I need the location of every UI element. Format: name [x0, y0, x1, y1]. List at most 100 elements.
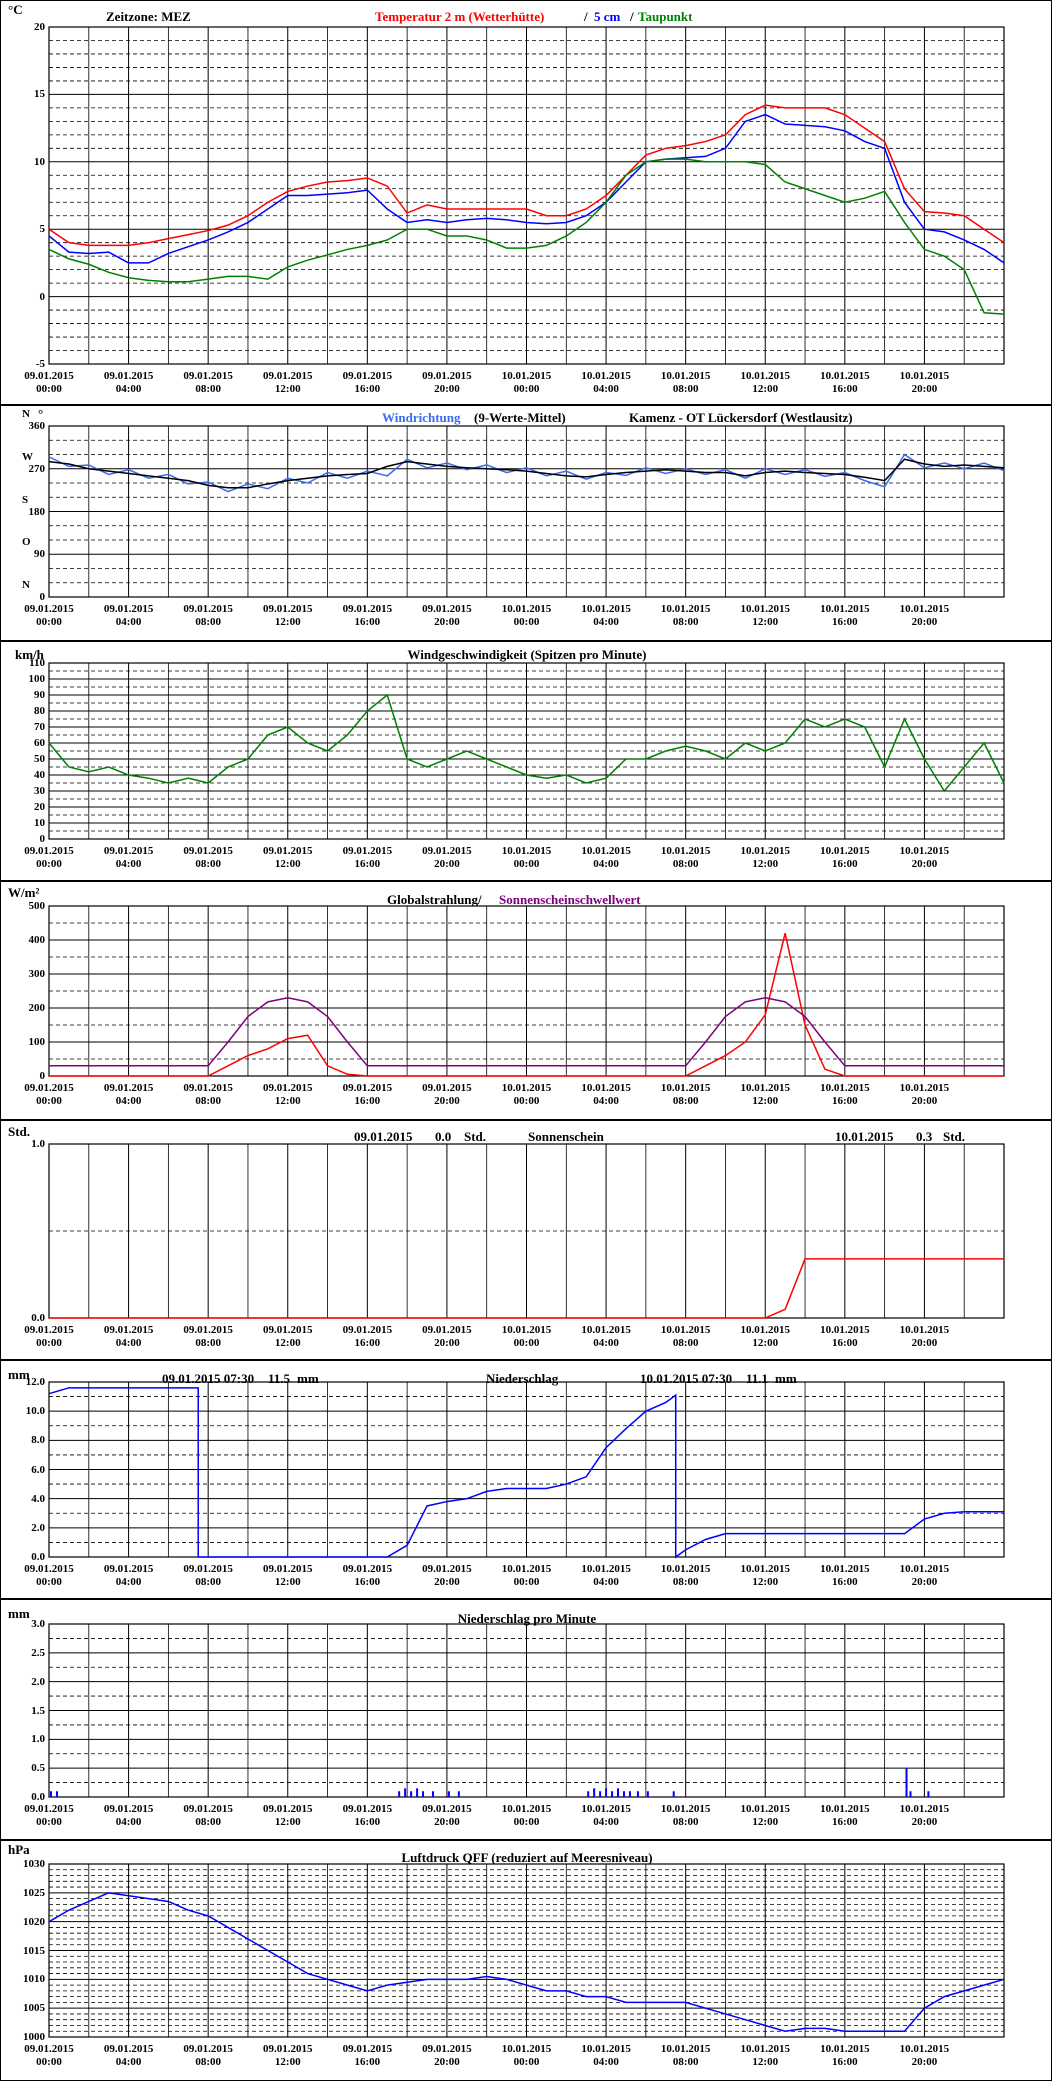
- annotations: Std.: [464, 1129, 487, 1144]
- bar: [404, 1788, 407, 1797]
- y-tick-label: -5: [35, 358, 45, 370]
- series: Sonnenscheinschwellwert: [499, 892, 641, 907]
- y-tick-label: 90: [34, 689, 45, 701]
- x-tick-label: 10.01.2015 00:00: [501, 1563, 552, 1588]
- bar: [398, 1791, 401, 1797]
- x-tick-label: 10.01.2015 16:00: [820, 1324, 870, 1349]
- bar: [410, 1791, 413, 1797]
- x-tick-label: 10.01.2015 04:00: [581, 1324, 631, 1349]
- bar: [416, 1788, 419, 1797]
- x-tick-label: 09.01.2015 08:00: [183, 1803, 233, 1828]
- y-tick-label: 80: [34, 705, 45, 717]
- x-tick-label: 09.01.2015 12:00: [263, 1082, 313, 1107]
- plot-frame: [48, 425, 1005, 598]
- y-tick-label: 12.0: [25, 1376, 45, 1388]
- title: Windgeschwindigkeit (Spitzen pro Minute): [407, 647, 647, 662]
- series: Taupunkt: [638, 9, 693, 24]
- x-tick-label: 09.01.2015 04:00: [103, 2043, 154, 2068]
- annotations: 0.3: [916, 1129, 933, 1144]
- x-tick-label: 10.01.2015 00:00: [501, 845, 552, 870]
- x-tick-label: 09.01.2015 04:00: [103, 1324, 154, 1349]
- y-tick-label: 0: [39, 1070, 46, 1082]
- bar: [447, 1791, 450, 1797]
- bar: [905, 1768, 908, 1797]
- plot-frame: [48, 1623, 1005, 1798]
- x-tick-label: 10.01.2015 00:00: [501, 370, 552, 395]
- x-tick-label: 09.01.2015 16:00: [342, 603, 393, 628]
- x-tick-label: 09.01.2015 12:00: [263, 1803, 313, 1828]
- x-tick-label: 10.01.2015 20:00: [899, 1324, 950, 1349]
- bar: [646, 1791, 649, 1797]
- bar: [927, 1791, 930, 1797]
- bar: [672, 1791, 675, 1797]
- data-line: [49, 933, 1004, 1077]
- y-tick-label: 1010: [23, 1973, 45, 1986]
- data-line: [49, 997, 1004, 1067]
- data-line: [48, 113, 1005, 264]
- x-tick-label: 10.01.2015 20:00: [899, 845, 950, 870]
- bar: [909, 1791, 912, 1797]
- y-tick-label: 2.0: [31, 1675, 45, 1688]
- x-tick-label: 10.01.2015 08:00: [660, 1803, 711, 1828]
- x-tick-label: 10.01.2015 08:00: [660, 1324, 711, 1349]
- legend-separator: /: [584, 9, 588, 24]
- y-tick-label: 100: [28, 673, 46, 685]
- data-line: [48, 1892, 1005, 2032]
- x-tick-label: 09.01.2015 20:00: [422, 845, 472, 870]
- x-tick-label: 10.01.2015 16:00: [820, 603, 870, 628]
- x-tick-label: 09.01.2015 04:00: [103, 603, 154, 628]
- x-tick-label: 09.01.2015 04:00: [103, 1563, 154, 1588]
- x-tick-label: 09.01.2015 08:00: [183, 1324, 233, 1349]
- unit: km/h: [15, 647, 44, 662]
- x-tick-label: 09.01.2015 08:00: [183, 845, 233, 870]
- annotations: 09.01.2015: [354, 1129, 413, 1144]
- y-tick-label: 5: [39, 223, 46, 236]
- compass-label: O: [22, 536, 31, 549]
- y-tick-label: 1000: [23, 2031, 45, 2043]
- x-tick-label: 10.01.2015 04:00: [581, 2043, 631, 2068]
- y-tick-label: 20: [34, 801, 45, 813]
- annotations: 0.0: [435, 1129, 452, 1144]
- x-tick-label: 09.01.2015 00:00: [24, 1082, 74, 1107]
- x-tick-label: 10.01.2015 16:00: [820, 1082, 870, 1107]
- bar: [55, 1791, 58, 1797]
- x-tick-label: 09.01.2015 08:00: [183, 1082, 233, 1107]
- annotations: mm: [775, 1371, 797, 1386]
- compass-label: N: [22, 579, 30, 591]
- x-tick-label: 09.01.2015 16:00: [342, 370, 393, 395]
- y-tick-label: 2.5: [31, 1646, 45, 1659]
- y-tick-label: 0: [39, 290, 46, 303]
- unit: W/m²: [8, 885, 40, 900]
- compass-label: N: [22, 408, 30, 420]
- x-tick-label: 10.01.2015 04:00: [581, 370, 631, 395]
- annotations: 10.01.2015: [835, 1129, 894, 1144]
- y-tick-label: 500: [28, 900, 46, 912]
- series: Temperatur 2 m (Wetterhütte): [375, 9, 545, 24]
- y-tick-label: 50: [34, 753, 45, 765]
- data-line: [49, 1258, 1004, 1319]
- y-tick-label: 0.0: [31, 1312, 45, 1324]
- x-tick-label: 10.01.2015 12:00: [740, 370, 791, 395]
- x-tick-label: 09.01.2015 00:00: [24, 1563, 74, 1588]
- y-tick-label: 3.0: [31, 1618, 45, 1630]
- y-tick-label: 10: [34, 817, 45, 829]
- x-tick-label: 10.01.2015 20:00: [899, 1803, 950, 1828]
- y-tick-label: 0.5: [31, 1762, 45, 1775]
- title: Sonnenschein: [528, 1129, 604, 1144]
- bar: [622, 1791, 625, 1797]
- annotations: mm: [297, 1371, 319, 1386]
- x-tick-label: 10.01.2015 12:00: [740, 1803, 791, 1828]
- subtitle: Zeitzone: MEZ: [106, 9, 191, 24]
- y-tick-label: 100: [28, 1036, 46, 1048]
- y-tick-label: 1005: [23, 2002, 45, 2015]
- bar: [605, 1788, 608, 1797]
- y-tick-label: 1025: [23, 1886, 45, 1899]
- x-tick-label: 10.01.2015 04:00: [581, 603, 631, 628]
- x-tick-label: 10.01.2015 08:00: [660, 370, 711, 395]
- x-tick-label: 09.01.2015 08:00: [183, 603, 233, 628]
- x-tick-label: 09.01.2015 12:00: [263, 1324, 313, 1349]
- x-tick-label: 10.01.2015 04:00: [581, 845, 631, 870]
- y-tick-label: 1020: [23, 1915, 45, 1928]
- x-tick-label: 09.01.2015 12:00: [263, 603, 313, 628]
